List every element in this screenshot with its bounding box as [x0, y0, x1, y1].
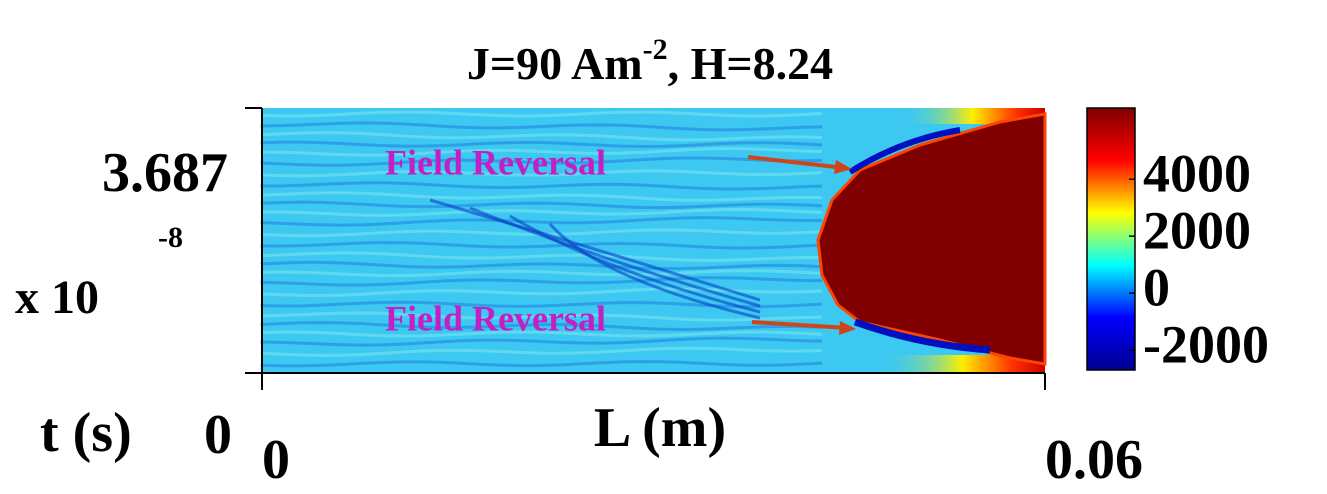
x-tick-label: 0	[262, 429, 290, 489]
annotation: Field Reversal	[385, 298, 606, 338]
y-multiplier-exponent: -8	[158, 221, 183, 254]
y-multiplier: x 10	[15, 271, 99, 324]
colorbar-tick-label: 4000	[1143, 144, 1251, 204]
x-axis-label: L (m)	[594, 397, 726, 459]
x-tick-label: 0.06	[1045, 429, 1143, 489]
heatmap-field	[262, 108, 1045, 373]
title-part: J=90 Am	[467, 38, 643, 89]
colorbar-tick-label: -2000	[1143, 314, 1269, 374]
colorbar-tick-label: 2000	[1143, 201, 1251, 261]
annotation: Field Reversal	[385, 142, 606, 182]
y-axis-label: t (s)	[40, 402, 132, 464]
colorbar	[1087, 108, 1135, 370]
y-tick-label: 0	[204, 404, 232, 466]
chart-title: J=90 Am-2, H=8.24	[467, 33, 833, 89]
colorbar-tick-label: 0	[1143, 257, 1170, 317]
chart: J=90 Am-2, H=8.24 Field Reversal Field R…	[0, 0, 1327, 489]
title-superscript: -2	[643, 33, 668, 66]
y-tick-label: 3.687	[102, 142, 228, 204]
title-part: , H=8.24	[668, 38, 834, 89]
